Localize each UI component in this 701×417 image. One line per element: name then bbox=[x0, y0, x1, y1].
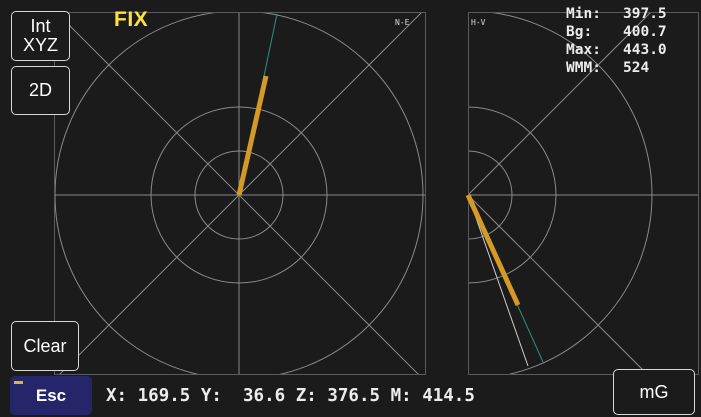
clear-button-label: Clear bbox=[23, 335, 67, 356]
clear-button[interactable]: Clear bbox=[11, 321, 79, 371]
horizontal-vertical-view-label: H-V bbox=[471, 18, 486, 27]
north-east-plot bbox=[54, 12, 426, 375]
2d-mode-button[interactable]: 2D bbox=[11, 66, 70, 115]
int-xyz-button-line-1: Int bbox=[30, 16, 51, 36]
hv-diagonal-2 bbox=[468, 12, 652, 196]
readout-x-value: 169.5 bbox=[137, 386, 191, 406]
north-east-view-label: N-E bbox=[395, 18, 410, 27]
stat-wmm-value: 524 bbox=[623, 60, 650, 76]
readout-m-value: 414.5 bbox=[422, 386, 475, 406]
readout-z-label: Z: bbox=[295, 386, 317, 406]
stat-bg-label: Bg: bbox=[566, 24, 593, 40]
stat-wmm: WMM: 524 bbox=[566, 59, 697, 77]
ne-field-vector bbox=[236, 75, 269, 196]
stat-wmm-label: WMM: bbox=[566, 60, 601, 76]
ne-frame bbox=[54, 12, 426, 375]
field-stats: Min: 397.5 Bg: 400.7 Max: 443.0 WMM: 524 bbox=[566, 5, 697, 77]
esc-indicator-mark bbox=[14, 381, 23, 384]
2d-mode-button-label: 2D bbox=[28, 80, 52, 100]
hv-reference-line-white bbox=[467, 194, 529, 367]
stat-min-label: Min: bbox=[566, 6, 601, 22]
fix-status-label: FIX bbox=[114, 8, 149, 31]
stat-min: Min: 397.5 bbox=[566, 5, 697, 23]
stat-max-value: 443.0 bbox=[623, 42, 667, 58]
stat-max-label: Max: bbox=[566, 42, 601, 58]
readout-y-value: 36.6 bbox=[243, 386, 286, 406]
esc-button-label: Esc bbox=[35, 386, 67, 405]
int-xyz-button-line-2: XYZ bbox=[22, 35, 58, 55]
hv-field-vector bbox=[465, 193, 521, 307]
stat-bg: Bg: 400.7 bbox=[566, 23, 697, 41]
readout-y-label: Y: bbox=[200, 386, 222, 406]
horizontal-vertical-plot bbox=[468, 12, 698, 375]
stat-min-value: 397.5 bbox=[623, 6, 667, 22]
readout-x-label: X: bbox=[106, 386, 128, 406]
unit-button[interactable]: mG bbox=[613, 369, 695, 415]
esc-button[interactable]: Esc bbox=[10, 376, 92, 415]
unit-button-label: mG bbox=[639, 381, 669, 402]
hv-diagonal-1 bbox=[468, 194, 649, 375]
xyz-readout: X: 169.5 Y: 36.6 Z: 376.5 M: 414.5 bbox=[106, 386, 475, 406]
readout-z-value: 376.5 bbox=[327, 386, 381, 406]
readout-m-label: M: bbox=[390, 386, 412, 406]
int-xyz-button[interactable]: Int XYZ bbox=[11, 11, 70, 61]
stat-bg-value: 400.7 bbox=[623, 24, 667, 40]
stat-max: Max: 443.0 bbox=[566, 41, 697, 59]
ne-diagonal-1 bbox=[55, 12, 420, 375]
hv-frame bbox=[468, 12, 699, 375]
